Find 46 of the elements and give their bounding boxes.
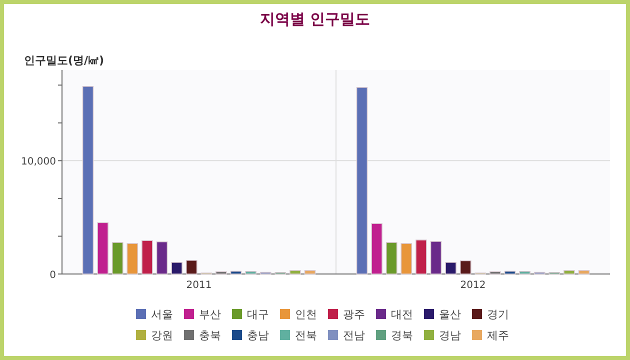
bar [371,223,382,274]
bar [430,241,442,274]
bar [126,243,138,274]
bar [230,270,242,274]
legend-label: 울산 [439,308,461,321]
legend-label: 서울 [151,308,173,321]
bar [578,270,590,274]
legend-label: 경기 [487,308,509,321]
bar [142,240,153,274]
bar [519,270,530,274]
legend-label: 전남 [343,329,365,342]
y-axis-title: 인구밀도(명/㎢) [24,54,104,67]
bar [186,260,198,274]
chart-title: 지역별 인구밀도 [260,10,370,28]
legend-label: 광주 [343,308,365,321]
bar [445,262,456,274]
legend-label: 인천 [295,308,317,321]
bar [504,270,516,274]
legend-label: 대구 [247,308,269,321]
legend-label: 충남 [247,329,269,342]
bar [171,262,182,274]
bar [112,242,124,274]
bar [245,270,256,274]
legend-label: 강원 [151,329,173,342]
legend-label: 전북 [295,329,317,342]
bar [416,240,427,274]
bar [82,86,94,274]
bar [97,222,108,274]
bar [386,242,398,274]
bar [460,260,472,274]
bar [564,270,575,274]
y-tick-label: 10,000 [21,156,56,168]
bar [356,87,368,274]
legend-label: 경북 [391,329,413,342]
y-tick-label: 0 [50,270,56,281]
x-tick-label: 2012 [460,280,486,291]
legend-label: 충북 [199,329,221,342]
x-tick-label: 2011 [186,280,212,291]
bar [400,243,412,274]
legend-label: 제주 [487,329,509,342]
legend-label: 경남 [439,329,461,342]
legend-label: 부산 [199,308,221,321]
bar [304,270,316,274]
legend-label: 대전 [391,308,413,321]
bar [156,241,168,274]
bar [290,270,301,274]
